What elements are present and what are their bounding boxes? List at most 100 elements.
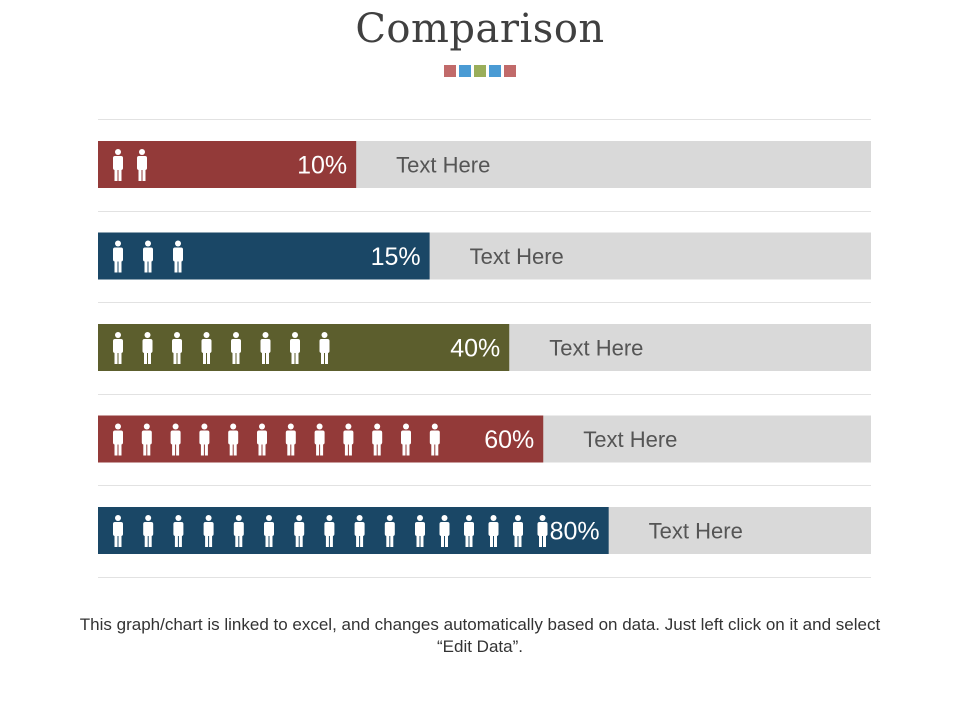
bar-row: 60% Text Here <box>98 415 871 463</box>
value-label: 10% <box>297 152 347 180</box>
person-leg <box>209 534 213 547</box>
person-icon <box>143 515 154 547</box>
person-head <box>175 515 182 521</box>
person-leg <box>148 259 152 273</box>
person-head <box>441 515 448 521</box>
person-leg <box>321 351 324 364</box>
person-leg <box>416 534 420 547</box>
person-body <box>488 522 499 536</box>
value-label: 40% <box>450 335 500 363</box>
person-head <box>172 423 179 430</box>
person-head <box>201 423 208 430</box>
person-icon <box>141 423 152 456</box>
person-head <box>403 423 409 430</box>
person-icon <box>113 149 123 181</box>
person-head <box>490 515 497 521</box>
person-body <box>319 339 330 353</box>
person-head <box>235 515 242 521</box>
person-leg <box>269 534 273 547</box>
person-head <box>230 423 237 430</box>
person-icon <box>113 515 123 547</box>
person-body <box>290 339 300 353</box>
person-leg <box>144 351 147 364</box>
person-body <box>513 522 523 536</box>
person-body <box>113 522 123 536</box>
person-leg <box>177 351 181 364</box>
decor-square <box>459 65 471 77</box>
person-leg <box>118 534 122 547</box>
person-leg <box>262 351 265 364</box>
person-leg <box>287 442 291 456</box>
person-head <box>356 515 363 521</box>
person-leg <box>229 442 233 456</box>
person-head <box>174 332 180 338</box>
person-head <box>115 423 121 430</box>
person-icon <box>415 515 425 547</box>
person-body <box>203 522 214 536</box>
bar-row: 80% Text Here <box>98 507 871 554</box>
person-icon <box>319 332 330 364</box>
person-icon <box>429 423 440 456</box>
person-leg <box>233 442 237 456</box>
person-leg <box>144 259 148 273</box>
person-icon <box>324 515 335 547</box>
person-leg <box>539 534 542 547</box>
person-leg <box>291 442 295 456</box>
person-icon <box>314 423 325 456</box>
person-body <box>137 156 147 170</box>
person-leg <box>406 442 410 456</box>
person-icon <box>113 423 123 456</box>
person-body <box>173 522 184 536</box>
decor-square <box>489 65 501 77</box>
person-head <box>417 515 423 521</box>
person-body <box>231 339 241 353</box>
person-head <box>203 332 210 338</box>
person-leg <box>118 351 122 364</box>
person-body <box>143 247 153 262</box>
person-leg <box>316 442 320 456</box>
person-body <box>199 430 210 445</box>
category-label: Text Here <box>470 244 564 269</box>
person-leg <box>469 534 473 547</box>
person-icon <box>354 515 365 547</box>
person-leg <box>441 534 444 547</box>
person-head <box>266 515 272 521</box>
person-leg <box>445 534 448 547</box>
person-leg <box>235 534 239 547</box>
person-body <box>113 430 123 445</box>
person-head <box>287 423 294 430</box>
person-head <box>139 149 145 155</box>
person-leg <box>148 351 151 364</box>
person-icon <box>137 149 147 181</box>
person-leg <box>325 534 329 547</box>
person-head <box>175 240 181 247</box>
person-head <box>115 149 121 155</box>
person-body <box>429 430 440 445</box>
footer-note: This graph/chart is linked to excel, and… <box>79 615 881 656</box>
decor-square <box>504 65 516 77</box>
person-leg <box>203 351 206 364</box>
person-head <box>292 332 298 338</box>
person-body <box>141 430 152 445</box>
person-leg <box>114 168 118 181</box>
person-leg <box>295 534 299 547</box>
person-leg <box>118 442 122 456</box>
person-leg <box>514 534 518 547</box>
person-icon <box>203 515 214 547</box>
person-icon <box>113 240 123 273</box>
person-leg <box>148 534 152 547</box>
person-leg <box>377 442 381 456</box>
decor-square <box>444 65 456 77</box>
person-icon <box>343 423 354 456</box>
person-icon <box>372 423 383 456</box>
person-head <box>466 515 472 521</box>
person-body <box>285 430 296 445</box>
person-leg <box>207 351 210 364</box>
person-body <box>354 522 365 536</box>
person-body <box>113 339 123 353</box>
person-icon-group <box>113 240 183 273</box>
person-head <box>205 515 212 521</box>
value-label: 15% <box>371 243 421 271</box>
person-body <box>143 522 154 536</box>
person-head <box>262 332 269 338</box>
